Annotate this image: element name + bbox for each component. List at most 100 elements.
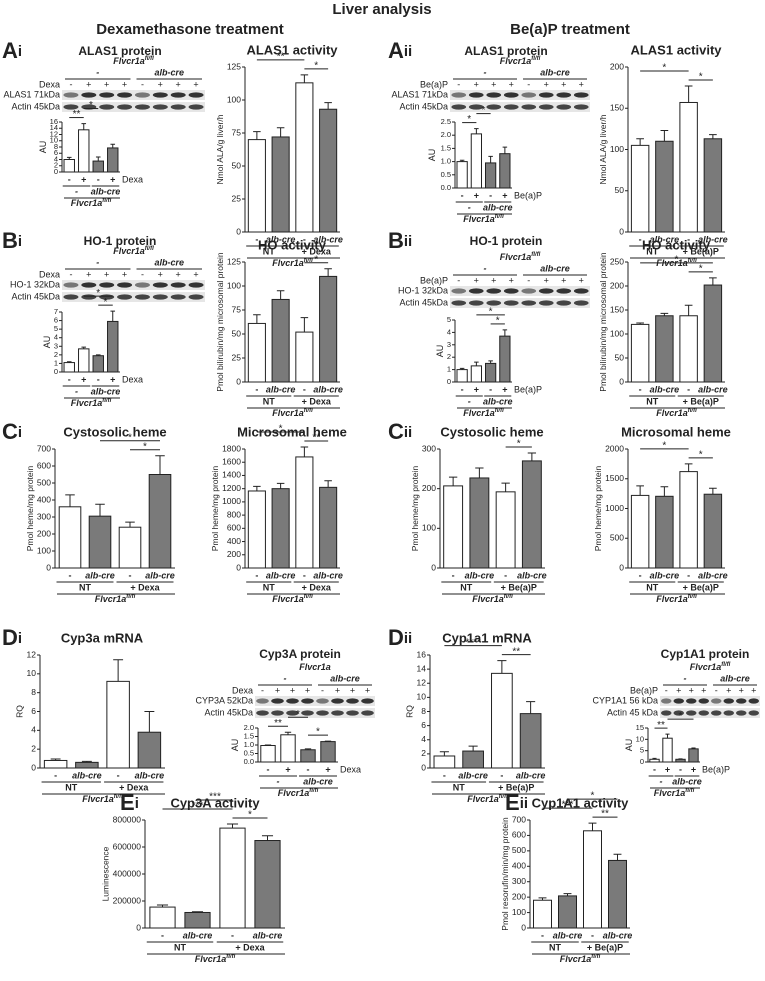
panel-numeral: ii [404,630,412,647]
blot-band [468,104,484,110]
y-tick-label: 4 [31,725,36,735]
bar [107,147,119,173]
chart-title: Cyp3a mRNA [61,630,144,645]
significance-label: * [89,100,93,111]
y-tick-label: 2.0 [441,130,451,139]
bar [88,515,112,569]
y-tick-label: 0 [236,226,241,236]
chart-title: Cyp3A activity [170,795,260,810]
blot-membrane [255,708,375,718]
x-tick-label: - [504,570,507,580]
chart-title: ALAS1 activity [630,42,722,57]
group-label: + Dexa [119,782,149,792]
blot-lane-sign: + [176,269,181,279]
blot-lane-sign: + [86,269,91,279]
y-axis-label: RQ [15,705,25,718]
blot-band [63,104,79,110]
blot-band [63,92,79,98]
x-tick-label: alb-cre [650,384,680,394]
y-tick-label: 0.0 [441,183,451,192]
significance-label: *** [562,800,574,811]
blot-lane-sign: + [491,79,496,89]
blot-group-label: alb-cre [540,67,570,77]
blot-row-label: ALAS1 71kDa [391,89,448,99]
blot-group-label: - [96,67,99,77]
bar [456,161,468,189]
x-tick-label: + [110,174,115,184]
significance-label: * [496,316,500,327]
y-tick-label: 300 [37,511,51,521]
genotype-label: Flvcr1afl/fl [71,198,112,209]
x-tick-label: alb-cre [266,234,296,244]
error-bar [475,467,484,478]
y-tick-label: 0 [236,376,241,386]
blot-band [486,104,502,110]
genotype-label: Flvcr1afl/fl [690,662,731,673]
x-tick-label: + [325,764,330,774]
error-bar [226,823,239,829]
significance-label: * [316,727,320,738]
significance-label: * [104,297,108,308]
genotype-label: Flvcr1afl/fl [656,258,697,269]
significance-label: * [662,441,666,452]
y-tick-label: 0 [640,757,644,766]
y-tick-label: 16 [417,649,427,659]
genotype-name: Flvcr1a [71,198,103,208]
blot-band [573,300,589,306]
y-axis-label: Pmol resorufin/min/mg protein [500,817,510,931]
blot-lane-sign: - [141,269,144,279]
blot-lane-sign: + [579,79,584,89]
y-tick-label: 4 [447,327,451,336]
blot-lane-sign: - [527,275,530,285]
bar [462,750,484,769]
y-tick-label: 0 [521,922,526,932]
group-label: - [468,396,471,406]
y-tick-label: 0.5 [244,748,254,757]
error-bar [324,268,332,277]
blot-lane-sign: + [86,79,91,89]
y-axis-label: Pmol heme/mg protein [25,465,35,551]
group-label: alb-cre [483,202,513,212]
error-bar [276,127,285,137]
blot-lane-sign: + [474,79,479,89]
error-bar [588,822,597,831]
blot-membrane [62,90,205,100]
blot-lane-sign: - [665,685,668,695]
genotype-label: Flvcr1afl/fl [113,246,154,257]
error-bar [459,159,465,162]
y-tick-label: 6 [54,316,58,325]
blot-band [573,92,589,98]
bar [655,140,674,233]
group-label: NT [646,246,658,256]
blot-band [188,92,204,98]
blot-band [188,294,204,300]
y-tick-label: 1.0 [441,157,451,166]
blot-band [152,92,168,98]
significance-label: * [279,424,283,435]
y-axis-label: Nmol ALA/g liver/h [215,114,225,184]
blot-treatment-label: Be(a)P [630,685,658,695]
error-bar [253,314,261,324]
x-tick-label: - [303,570,306,580]
genotype-name: Flvcr1a [272,594,304,604]
blot-band [361,710,374,716]
blot-band [170,294,186,300]
group-label: + Be(a)P [501,582,537,592]
treatment-label: Dexa [122,374,143,384]
y-axis-label: AU [427,149,437,162]
blot-lane-sign: - [141,79,144,89]
x-tick-label: - [443,770,446,780]
blot-band [468,300,484,306]
x-tick-label: - [117,770,120,780]
error-bar [652,757,657,760]
group-label: alb-cre [483,396,513,406]
blot-band [188,104,204,110]
panel-numeral: ii [404,424,412,441]
y-tick-label: 50 [615,352,625,362]
y-tick-label: 75 [232,304,242,314]
blot-band [503,300,519,306]
x-tick-label: - [267,764,270,774]
y-tick-label: 200 [422,483,436,493]
blot-lane-sign: + [509,275,514,285]
group-label: + Dexa [302,396,332,406]
